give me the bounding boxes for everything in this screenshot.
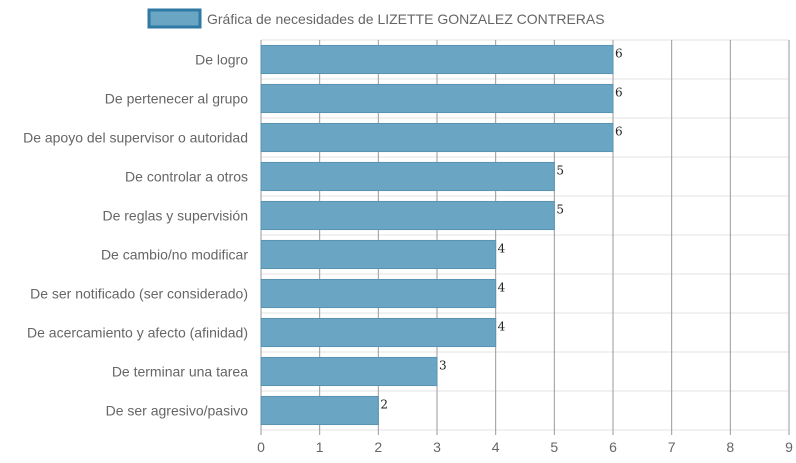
value-label: 4 [498, 242, 506, 256]
value-label: 3 [439, 359, 447, 373]
bars [260, 44, 614, 426]
value-labels: 6 6 6 5 5 4 4 4 3 2 [380, 47, 622, 412]
legend[interactable]: Gráfica de necesidades de LIZETTE GONZAL… [147, 8, 605, 29]
category-label: De terminar una tarea [112, 364, 248, 380]
bar[interactable] [260, 44, 614, 75]
legend-swatch [147, 8, 202, 29]
category-label: De reglas y supervisión [102, 208, 248, 224]
x-tick-label: 1 [316, 439, 324, 455]
value-label: 6 [615, 47, 623, 61]
x-tick-label: 7 [668, 439, 676, 455]
value-label: 6 [615, 86, 623, 100]
category-label: De ser agresivo/pasivo [106, 403, 249, 419]
value-label: 4 [498, 281, 506, 295]
bar[interactable] [260, 122, 614, 153]
value-label: 6 [615, 125, 623, 139]
bar[interactable] [260, 356, 438, 387]
category-label: De apoyo del supervisor o autoridad [23, 130, 248, 146]
category-label: De pertenecer al grupo [105, 91, 248, 107]
bar[interactable] [260, 83, 614, 114]
value-label: 5 [556, 164, 564, 178]
bar[interactable] [260, 200, 555, 231]
x-tick-label: 8 [726, 439, 734, 455]
x-tick-label: 9 [785, 439, 793, 455]
category-labels: De logro De pertenecer al grupo De apoyo d… [23, 52, 248, 419]
value-label: 5 [556, 203, 564, 217]
x-tick-label: 0 [257, 439, 265, 455]
value-label: 2 [380, 398, 388, 412]
category-label: De controlar a otros [125, 169, 248, 185]
bar[interactable] [260, 278, 497, 309]
category-label: De logro [195, 52, 248, 68]
x-tick-label: 2 [374, 439, 382, 455]
bar[interactable] [260, 395, 379, 426]
category-label: De acercamiento y afecto (afinidad) [27, 325, 248, 341]
bar[interactable] [260, 161, 555, 192]
bar[interactable] [260, 317, 497, 348]
category-label: De cambio/no modificar [101, 247, 248, 263]
category-label: De ser notificado (ser considerado) [30, 286, 248, 302]
bar[interactable] [260, 239, 497, 270]
value-label: 4 [498, 320, 506, 334]
x-axis-ticks: 0 1 2 3 4 5 6 7 8 9 [257, 439, 793, 455]
legend-label: Gráfica de necesidades de LIZETTE GONZAL… [207, 11, 605, 27]
x-tick-label: 4 [492, 439, 500, 455]
x-tick-label: 6 [609, 439, 617, 455]
x-tick-label: 3 [433, 439, 441, 455]
x-tick-label: 5 [550, 439, 558, 455]
